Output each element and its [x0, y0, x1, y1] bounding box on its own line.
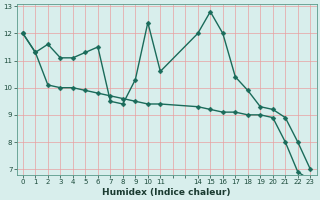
X-axis label: Humidex (Indice chaleur): Humidex (Indice chaleur) [102, 188, 231, 197]
